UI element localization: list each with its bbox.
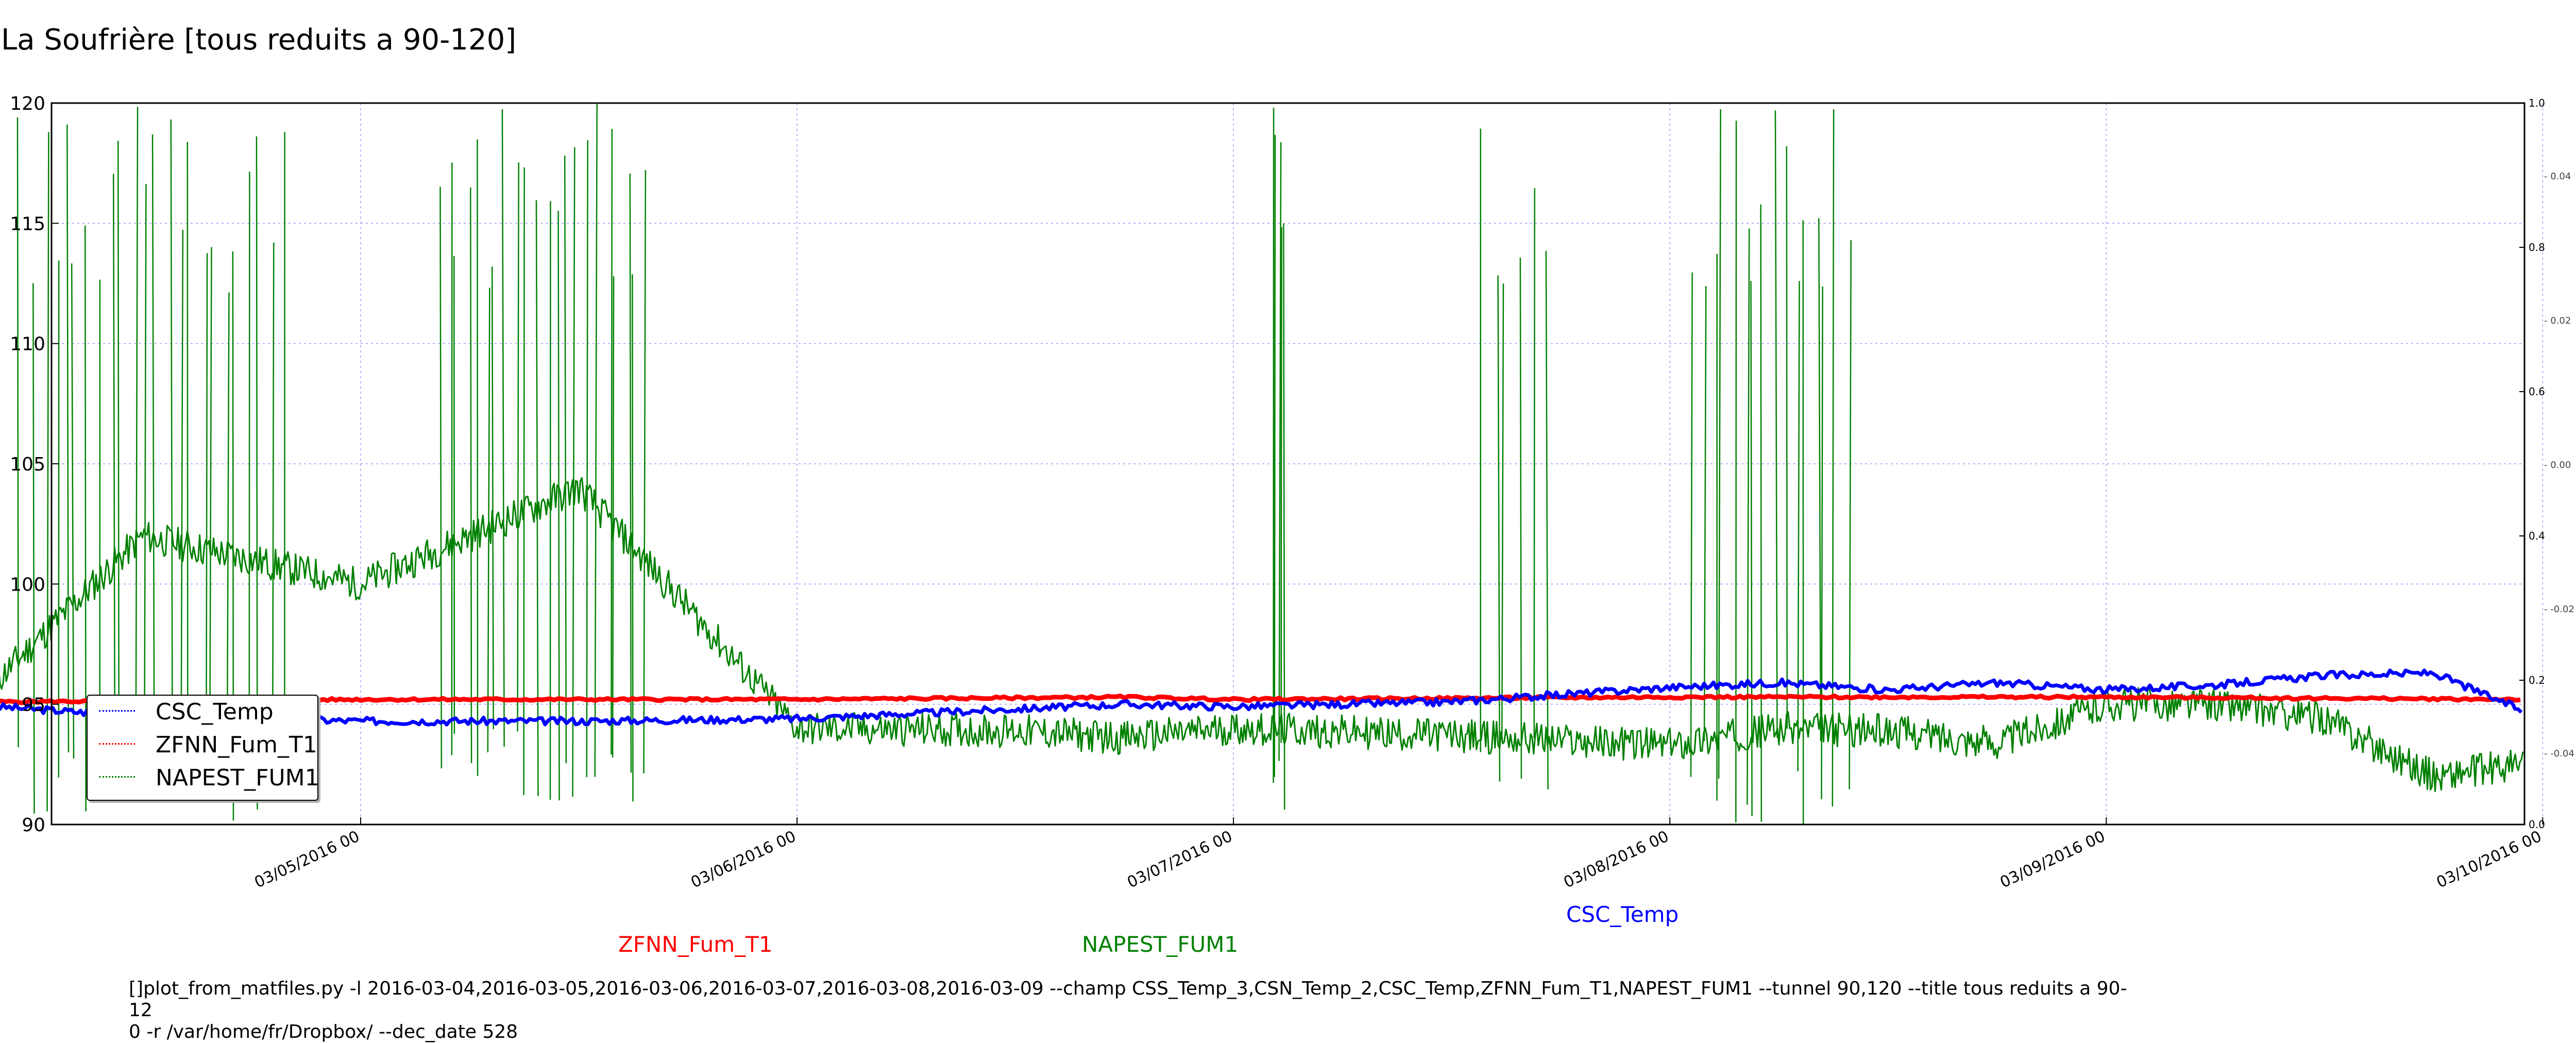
napest-spike: [1520, 258, 1521, 779]
right-tick-label: 0.2: [2529, 674, 2545, 686]
right-minor-tick-label: - 0.04: [2544, 171, 2571, 182]
napest-spike: [227, 292, 229, 758]
napest-spike: [1850, 240, 1851, 789]
right-tick-label: 1.0: [2529, 97, 2545, 109]
napest-spike: [206, 253, 207, 746]
napest-spike: [488, 288, 490, 752]
right-minor-tick-label: - -0.02: [2544, 604, 2574, 615]
x-tick-label: 03/08/2016 00: [1561, 828, 1672, 892]
legend-label-zfnn: ZFNN_Fum_T1: [156, 732, 317, 758]
napest-spike: [72, 263, 74, 759]
legend-label-csc: CSC_Temp: [156, 699, 274, 725]
napest-spike: [587, 140, 588, 777]
right-tick-label: 0.0: [2529, 818, 2545, 831]
y-tick-label: 110: [10, 334, 45, 355]
napest-spike: [249, 172, 250, 740]
napest-spike: [118, 141, 119, 784]
series-label-napest: NAPEST_FUM1: [1082, 932, 1238, 957]
legend-label-napest: NAPEST_FUM1: [156, 765, 319, 791]
right-minor-tick-label: - 0.02: [2544, 315, 2571, 326]
napest-spike: [477, 140, 478, 776]
napest-spike: [644, 170, 646, 773]
x-tick-label: 03/09/2016 00: [1997, 828, 2108, 892]
y-tick-label: 100: [10, 574, 45, 595]
x-tick-label: 03/05/2016 00: [252, 828, 363, 892]
x-tick-label: 03/06/2016 00: [688, 828, 799, 892]
series-label-csc: CSC_Temp: [1566, 902, 1679, 927]
legend-swatch-zfnn: [99, 743, 135, 745]
napest-spike: [611, 129, 612, 754]
napest-spike: [1546, 251, 1548, 789]
napest-spike: [1833, 109, 1834, 806]
napest-spike: [152, 134, 154, 730]
y-tick-label: 120: [10, 93, 45, 114]
napest-spike: [536, 200, 538, 796]
right-tick-label: 0.6: [2529, 385, 2545, 398]
command-line-text: []plot_from_matfiles.py -l 2016-03-04,20…: [129, 978, 2138, 1043]
right-minor-tick-label: - 0.00: [2544, 460, 2571, 470]
napest-spike: [1691, 273, 1692, 777]
right-axis: 1.0 0.8 0.6 0.4 0.2 0.0 - 0.04 - 0.02 - 0.00 - -0…: [2519, 97, 2574, 831]
right-minor-tick-label: - -0.04: [2544, 748, 2574, 759]
grid: [52, 103, 2543, 825]
napest-spike: [1281, 227, 1282, 743]
y-tick-label: 105: [10, 454, 45, 475]
napest-spike: [558, 211, 560, 800]
legend-item-napest: NAPEST_FUM1: [88, 762, 317, 792]
napest-spike: [1819, 218, 1821, 741]
x-tick-label: 03/10/2016 00: [2434, 828, 2545, 892]
legend: CSC_Temp ZFNN_Fum_T1 NAPEST_FUM1: [87, 695, 318, 801]
napest-spike: [595, 104, 597, 777]
napest-spike: [273, 243, 274, 749]
x-tick-label: 03/07/2016 00: [1125, 828, 1235, 892]
napest-spike: [565, 156, 566, 763]
napest-spike: [630, 174, 631, 773]
napest-spike: [1747, 228, 1749, 804]
series-line-napest-fum1: [0, 478, 2523, 791]
napest-spike: [1775, 110, 1777, 737]
legend-item-zfnn: ZFNN_Fum_T1: [88, 729, 317, 759]
legend-swatch-csc: [99, 710, 135, 712]
napest-spike: [171, 120, 173, 783]
napest-spike: [67, 125, 69, 752]
series-label-zfnn: ZFNN_Fum_T1: [618, 932, 773, 957]
napest-spike: [502, 109, 504, 747]
y-tick-label: 95: [22, 695, 45, 716]
napest-spike: [1283, 224, 1284, 810]
y-tick-label: 90: [22, 815, 45, 836]
napest-spike: [33, 283, 34, 814]
right-tick-label: 0.8: [2529, 241, 2545, 254]
x-axis: 03/05/2016 00 03/06/2016 00 03/07/2016 00 0…: [252, 817, 2545, 891]
napest-spike: [1502, 283, 1503, 739]
napest-spike: [1704, 286, 1706, 741]
napest-spike: [144, 184, 146, 760]
napest-spike: [1534, 188, 1535, 738]
legend-item-csc: CSC_Temp: [88, 696, 317, 726]
legend-swatch-napest: [99, 776, 135, 778]
napest-spike: [470, 188, 471, 763]
napest-spike: [1719, 109, 1721, 779]
napest-spike: [518, 162, 519, 731]
y-tick-label: 115: [10, 213, 45, 234]
napest-spike: [1498, 275, 1500, 781]
napest-spike: [492, 266, 493, 729]
napest-spike: [85, 226, 86, 812]
right-tick-label: 0.4: [2529, 530, 2545, 542]
napest-spike: [613, 276, 614, 758]
napest-spike: [18, 117, 19, 747]
napest-spike: [440, 187, 441, 769]
napest-spike: [1751, 281, 1752, 816]
